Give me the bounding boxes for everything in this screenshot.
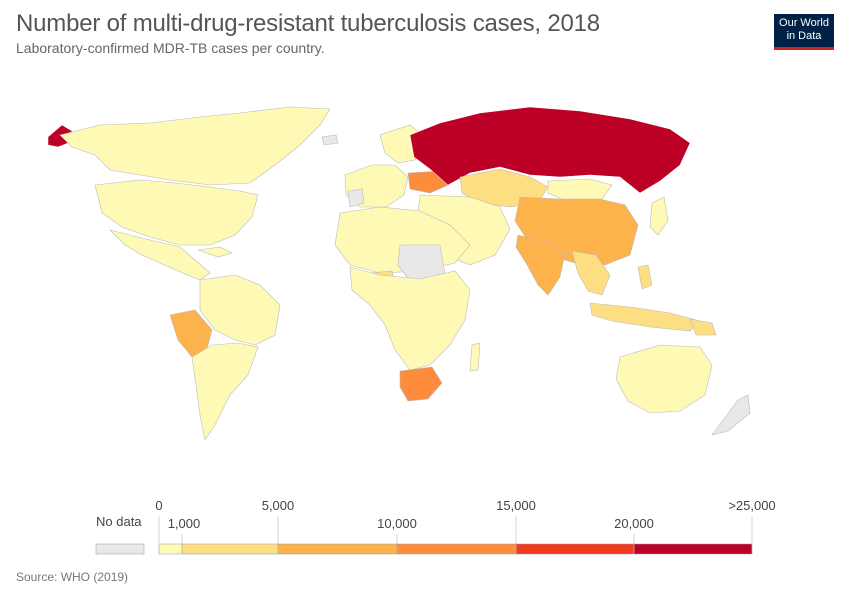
region-usa[interactable]: [94, 179, 259, 246]
region-caribbean[interactable]: [197, 246, 233, 258]
legend-tick-label: 5,000: [262, 498, 295, 513]
region-no-data-iceland[interactable]: [321, 134, 339, 146]
region-southeast-asia[interactable]: [571, 250, 611, 296]
world-map[interactable]: [0, 95, 850, 445]
legend-bin-1000-5000: [181, 543, 279, 555]
owid-logo[interactable]: Our World in Data: [774, 14, 834, 50]
region-philippines[interactable]: [637, 264, 653, 290]
legend-bin-0-1000: [158, 543, 183, 555]
region-japan[interactable]: [649, 196, 669, 236]
region-canada[interactable]: [59, 106, 331, 186]
logo-line-1: Our World: [779, 17, 829, 29]
source-note[interactable]: Source: WHO (2019): [16, 570, 129, 584]
legend-bin-10000-15000: [396, 543, 517, 555]
region-india[interactable]: [515, 234, 566, 296]
legend-tick-label: >25,000: [728, 498, 775, 513]
region-new-zealand[interactable]: [711, 394, 751, 436]
region-africa-central[interactable]: [349, 266, 471, 371]
legend-tick-label: 0: [155, 498, 162, 513]
legend-no-data-swatch: [95, 543, 145, 555]
chart-subtitle: Laboratory-confirmed MDR-TB cases per co…: [16, 40, 325, 56]
logo-line-2: in Data: [786, 30, 822, 42]
color-legend: No data 0 5,000 15,000 >25,000 1,000 10,…: [95, 498, 776, 555]
legend-bin-15000-20000: [515, 543, 635, 555]
region-russia[interactable]: [409, 106, 691, 194]
legend-tick-label: 15,000: [496, 498, 536, 513]
region-papua-new-guinea[interactable]: [689, 318, 717, 336]
legend-tick-label: 10,000: [377, 516, 417, 531]
region-indonesia[interactable]: [589, 302, 701, 332]
region-madagascar[interactable]: [469, 342, 481, 372]
region-australia[interactable]: [615, 344, 713, 414]
legend-bin-5000-10000: [277, 543, 398, 555]
region-mongolia[interactable]: [547, 178, 613, 202]
logo-accent-bar: [774, 47, 834, 50]
chart-title: Number of multi-drug-resistant tuberculo…: [16, 10, 600, 37]
region-south-africa[interactable]: [399, 366, 443, 402]
legend-tick-label: 20,000: [614, 516, 654, 531]
legend-no-data-label: No data: [96, 514, 142, 529]
legend-tick-label: 1,000: [168, 516, 201, 531]
region-south-america-south[interactable]: [191, 342, 259, 441]
region-no-data-europe[interactable]: [347, 188, 365, 208]
region-south-america-north[interactable]: [199, 274, 281, 346]
legend-bin-20000-25000: [633, 543, 753, 555]
